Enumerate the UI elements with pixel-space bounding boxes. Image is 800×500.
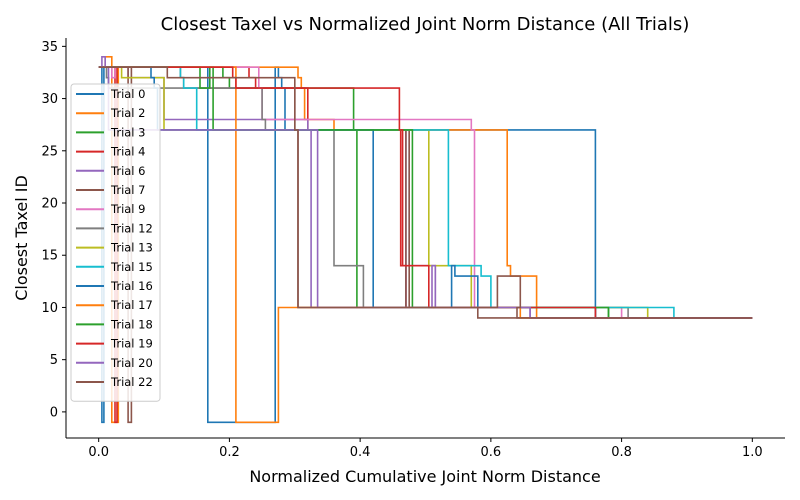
legend-label: Trial 0 <box>110 87 145 101</box>
chart-title: Closest Taxel vs Normalized Joint Norm D… <box>161 14 690 35</box>
series-line-trial-22 <box>98 66 753 319</box>
legend-label: Trial 13 <box>110 241 153 255</box>
x-tick-label: 0.8 <box>611 445 632 460</box>
legend-label: Trial 15 <box>110 260 153 274</box>
x-ticks: 0.0 0.2 0.4 0.6 0.8 1.0 <box>88 438 763 460</box>
legend-label: Trial 6 <box>110 164 145 178</box>
x-tick-label: 0.0 <box>88 445 109 460</box>
legend-label: Trial 19 <box>110 337 153 351</box>
y-tick-label: 20 <box>41 197 58 212</box>
y-tick-label: 35 <box>41 40 58 55</box>
legend-label: Trial 4 <box>110 145 145 159</box>
legend-label: Trial 20 <box>110 356 153 370</box>
y-tick-label: 25 <box>41 144 58 159</box>
legend-label: Trial 12 <box>110 221 153 235</box>
legend-box <box>70 83 161 402</box>
plot-lines <box>98 56 753 424</box>
y-ticks: 0 5 10 15 20 25 30 35 <box>41 40 66 420</box>
series-line-trial-16 <box>98 66 753 319</box>
x-axis-title: Normalized Cumulative Joint Norm Distanc… <box>249 467 600 486</box>
legend-label: Trial 9 <box>110 202 145 216</box>
y-tick-label: 10 <box>41 301 58 316</box>
y-tick-label: 15 <box>41 249 58 264</box>
legend-label: Trial 3 <box>110 125 145 139</box>
y-tick-label: 0 <box>50 405 58 420</box>
legend-label: Trial 16 <box>110 279 153 293</box>
legend: Trial 0 Trial 2 Trial 3 Trial 4 Trial 6 Trial… <box>70 83 161 402</box>
legend-label: Trial 18 <box>110 317 153 331</box>
x-tick-label: 0.2 <box>219 445 240 460</box>
y-axis-title: Closest Taxel ID <box>12 175 31 301</box>
legend-label: Trial 17 <box>110 298 153 312</box>
y-tick-label: 5 <box>50 353 58 368</box>
legend-label: Trial 22 <box>110 375 153 389</box>
x-tick-label: 0.4 <box>350 445 371 460</box>
x-tick-label: 0.6 <box>481 445 502 460</box>
y-tick-label: 30 <box>41 92 58 107</box>
x-tick-label: 1.0 <box>742 445 763 460</box>
legend-label: Trial 2 <box>110 106 145 120</box>
legend-label: Trial 7 <box>110 183 145 197</box>
